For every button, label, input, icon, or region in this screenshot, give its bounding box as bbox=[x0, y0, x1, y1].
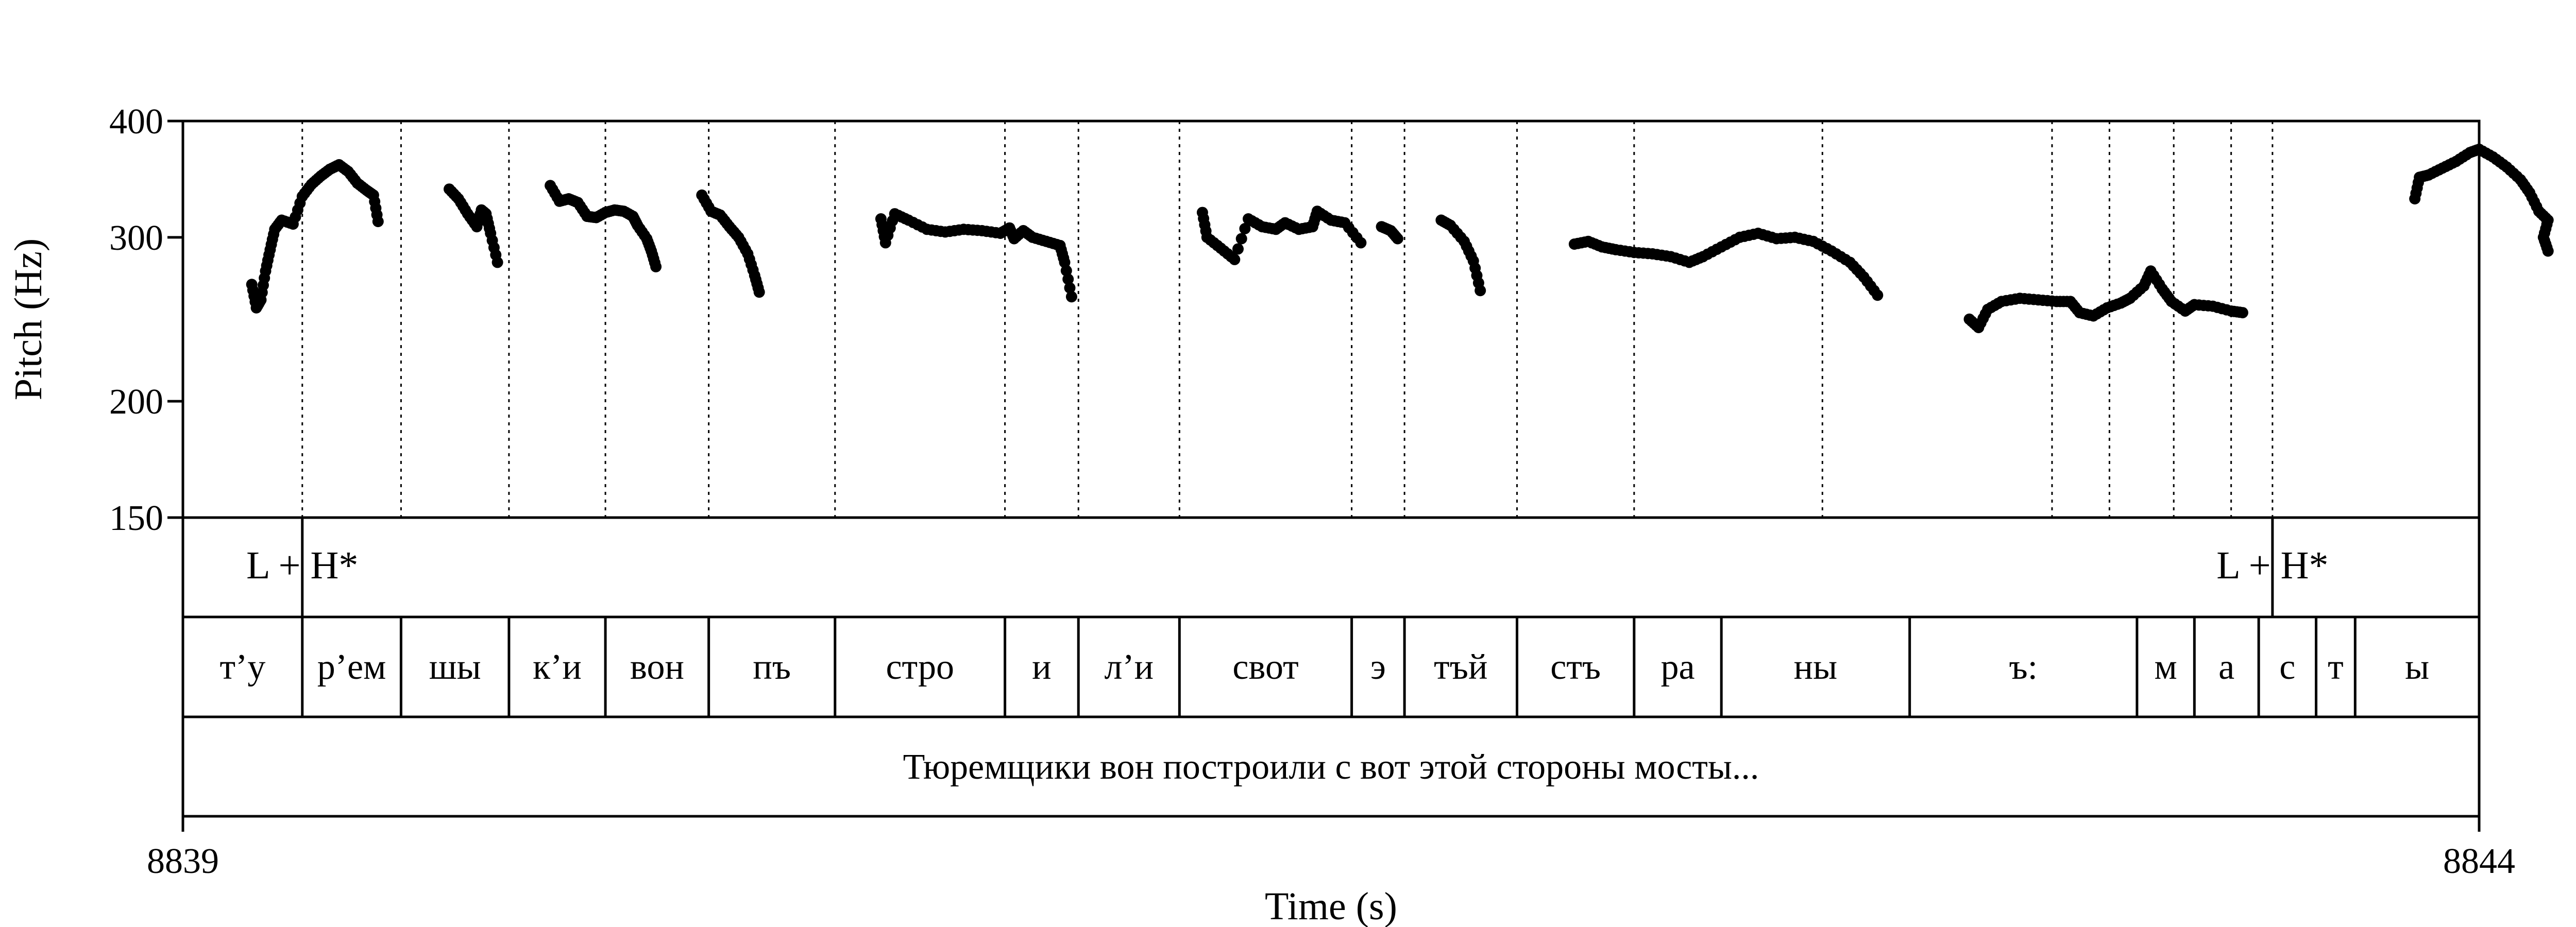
syllable-label: т’у bbox=[219, 647, 265, 687]
x-tick-label: 8839 bbox=[147, 842, 219, 881]
pitch-point bbox=[372, 216, 384, 228]
syllable-label: стро bbox=[886, 647, 954, 687]
pitch-point bbox=[1872, 289, 1884, 301]
pitch-point bbox=[1229, 253, 1241, 265]
syllable-label: и bbox=[1032, 647, 1051, 687]
syllable-label: свот bbox=[1232, 647, 1298, 687]
syllable-label: т bbox=[2328, 647, 2344, 687]
pitch-point bbox=[753, 286, 765, 298]
syllable-label: э bbox=[1370, 647, 1386, 687]
phrase-label: Тюремщики вон построили с вот этой сторо… bbox=[903, 747, 1759, 787]
syllable-label: ра bbox=[1660, 647, 1694, 687]
syllable-label: ы bbox=[2405, 647, 2429, 687]
syllable-label: пъ bbox=[753, 647, 791, 687]
pitch-point bbox=[492, 256, 503, 268]
x-tick-label: 8844 bbox=[2443, 842, 2515, 881]
syllable-label: ъ: bbox=[2009, 647, 2038, 687]
y-tick-label: 200 bbox=[109, 382, 163, 422]
y-tick-label: 300 bbox=[109, 218, 163, 258]
syllable-label: л’и bbox=[1104, 647, 1154, 687]
pitch-point bbox=[1232, 243, 1244, 255]
pitch-point bbox=[650, 261, 662, 272]
pitch-point bbox=[1239, 223, 1251, 234]
syllable-label: а bbox=[2218, 647, 2234, 687]
pitch-point bbox=[1064, 282, 1076, 294]
y-tick-label: 150 bbox=[109, 499, 163, 538]
syllable-label: ны bbox=[1794, 647, 1838, 687]
tone-label: L + H* bbox=[246, 544, 358, 587]
syllable-label: стъ bbox=[1550, 647, 1601, 687]
pitch-point bbox=[1062, 273, 1074, 285]
syllable-label: к’и bbox=[533, 647, 582, 687]
syllable-label: м bbox=[2154, 647, 2177, 687]
pitch-point bbox=[1235, 233, 1247, 245]
y-tick-label: 400 bbox=[109, 102, 163, 142]
tone-label: L + H* bbox=[2216, 544, 2328, 587]
pitch-point bbox=[2542, 245, 2554, 257]
pitch-point bbox=[1475, 285, 1486, 297]
syllable-label: с bbox=[2279, 647, 2295, 687]
pitch-point bbox=[1060, 265, 1072, 277]
x-axis-title: Time (s) bbox=[1265, 885, 1397, 927]
syllable-label: тъй bbox=[1434, 647, 1487, 687]
y-axis-title: Pitch (Hz) bbox=[7, 238, 50, 400]
syllable-label: р’ем bbox=[317, 647, 386, 687]
syllable-label: шы bbox=[429, 647, 481, 687]
pitch-point bbox=[1392, 233, 1403, 245]
syllable-label: вон bbox=[630, 647, 684, 687]
pitch-point bbox=[2236, 307, 2248, 319]
plot-frame bbox=[181, 119, 2481, 818]
pitch-point bbox=[1065, 291, 1077, 303]
pitch-point bbox=[1355, 237, 1367, 249]
